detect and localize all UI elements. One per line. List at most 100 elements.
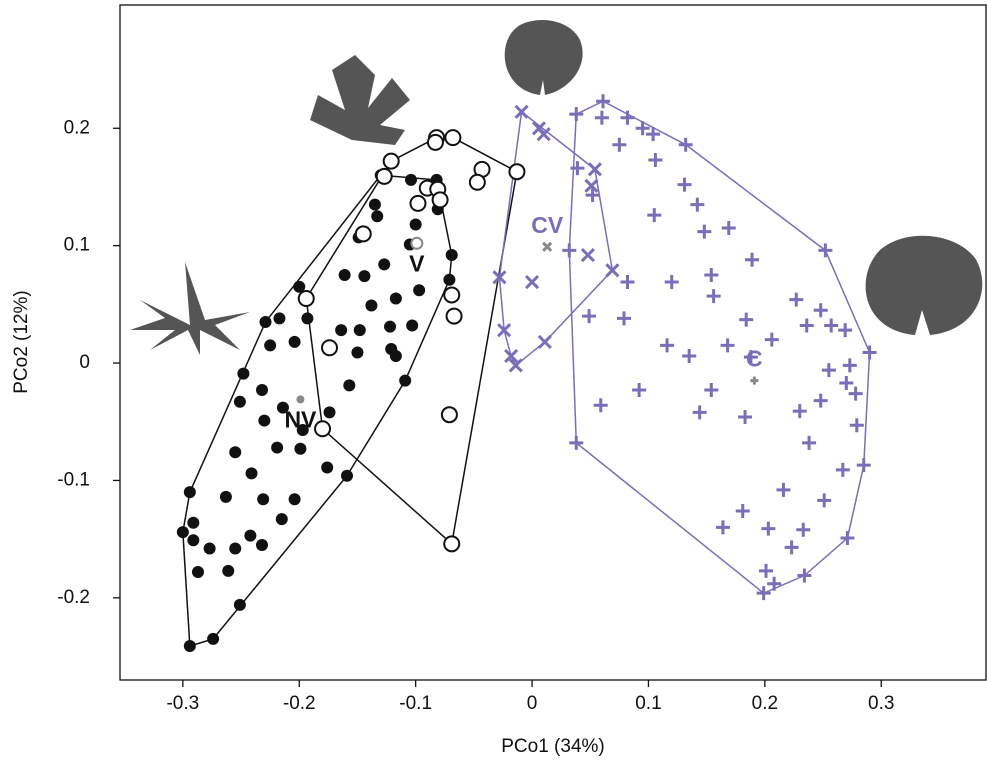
point bbox=[492, 270, 507, 285]
point bbox=[582, 309, 597, 324]
point bbox=[191, 566, 204, 578]
point bbox=[375, 167, 393, 185]
point bbox=[664, 275, 679, 290]
point bbox=[245, 467, 258, 480]
point bbox=[817, 493, 832, 508]
point bbox=[276, 401, 289, 414]
point bbox=[593, 398, 608, 413]
x-tick-label: 0.2 bbox=[752, 693, 778, 714]
point bbox=[443, 286, 461, 304]
point bbox=[605, 263, 620, 278]
point bbox=[323, 406, 336, 419]
point bbox=[569, 435, 584, 450]
point bbox=[660, 338, 675, 353]
centroid bbox=[410, 236, 424, 250]
point bbox=[340, 469, 353, 482]
point bbox=[620, 110, 635, 125]
point bbox=[617, 311, 632, 326]
point bbox=[514, 104, 529, 119]
point bbox=[536, 127, 551, 142]
point bbox=[385, 342, 398, 355]
point bbox=[365, 299, 378, 312]
point bbox=[443, 273, 456, 286]
point bbox=[343, 379, 356, 392]
point bbox=[537, 334, 552, 349]
point bbox=[187, 516, 200, 529]
x-tick-label: 0.3 bbox=[868, 693, 894, 714]
point bbox=[293, 280, 306, 293]
point bbox=[404, 173, 417, 186]
point bbox=[813, 393, 828, 408]
point bbox=[848, 386, 863, 401]
point bbox=[704, 383, 719, 398]
point bbox=[288, 493, 301, 506]
point bbox=[799, 318, 814, 333]
point bbox=[835, 462, 850, 477]
point bbox=[838, 323, 853, 338]
point bbox=[409, 194, 427, 212]
point bbox=[271, 441, 284, 454]
hull bbox=[568, 100, 871, 594]
point bbox=[378, 258, 391, 271]
point bbox=[371, 210, 384, 223]
point bbox=[297, 289, 315, 307]
point bbox=[431, 191, 449, 209]
plot-frame bbox=[119, 4, 987, 681]
point bbox=[797, 568, 812, 583]
point bbox=[257, 493, 270, 506]
centroid bbox=[296, 395, 305, 404]
point bbox=[508, 358, 523, 373]
x-tick-label: 0.1 bbox=[635, 693, 661, 714]
centroid-label: V bbox=[409, 250, 425, 276]
point bbox=[767, 576, 782, 591]
point bbox=[682, 349, 697, 363]
point bbox=[258, 414, 271, 427]
leaf-icon bbox=[310, 55, 410, 145]
point bbox=[229, 446, 242, 459]
point bbox=[183, 639, 196, 652]
point bbox=[839, 376, 854, 390]
centroid bbox=[750, 376, 759, 385]
point bbox=[229, 542, 242, 555]
point bbox=[207, 632, 220, 645]
point bbox=[587, 162, 602, 177]
point bbox=[256, 384, 269, 397]
point bbox=[275, 513, 288, 526]
point bbox=[384, 320, 397, 333]
x-axis-label: PCo1 (34%) bbox=[501, 736, 605, 757]
point bbox=[678, 137, 693, 152]
x-tick-label: -0.3 bbox=[166, 693, 199, 714]
point bbox=[389, 292, 402, 305]
point bbox=[368, 198, 381, 211]
point bbox=[813, 303, 828, 318]
point bbox=[706, 289, 721, 304]
point bbox=[840, 530, 855, 545]
point bbox=[354, 225, 372, 243]
point bbox=[259, 315, 272, 328]
point bbox=[596, 94, 611, 109]
point bbox=[296, 423, 309, 436]
point bbox=[413, 284, 426, 297]
point bbox=[735, 503, 750, 518]
point bbox=[635, 121, 650, 136]
point bbox=[569, 107, 584, 122]
y-tick-label: 0.2 bbox=[64, 117, 90, 138]
point bbox=[784, 540, 799, 555]
point bbox=[789, 292, 804, 307]
point bbox=[504, 348, 519, 364]
leaf-icon bbox=[504, 20, 583, 95]
point bbox=[856, 458, 871, 473]
point bbox=[294, 442, 307, 455]
point bbox=[301, 312, 314, 325]
point bbox=[264, 339, 277, 352]
point bbox=[632, 383, 647, 398]
point bbox=[187, 534, 200, 547]
point bbox=[585, 188, 600, 203]
point bbox=[183, 486, 196, 499]
point bbox=[759, 563, 774, 578]
point bbox=[818, 243, 833, 258]
point bbox=[358, 270, 371, 283]
point bbox=[648, 152, 663, 167]
point bbox=[314, 420, 332, 438]
point bbox=[802, 435, 817, 450]
